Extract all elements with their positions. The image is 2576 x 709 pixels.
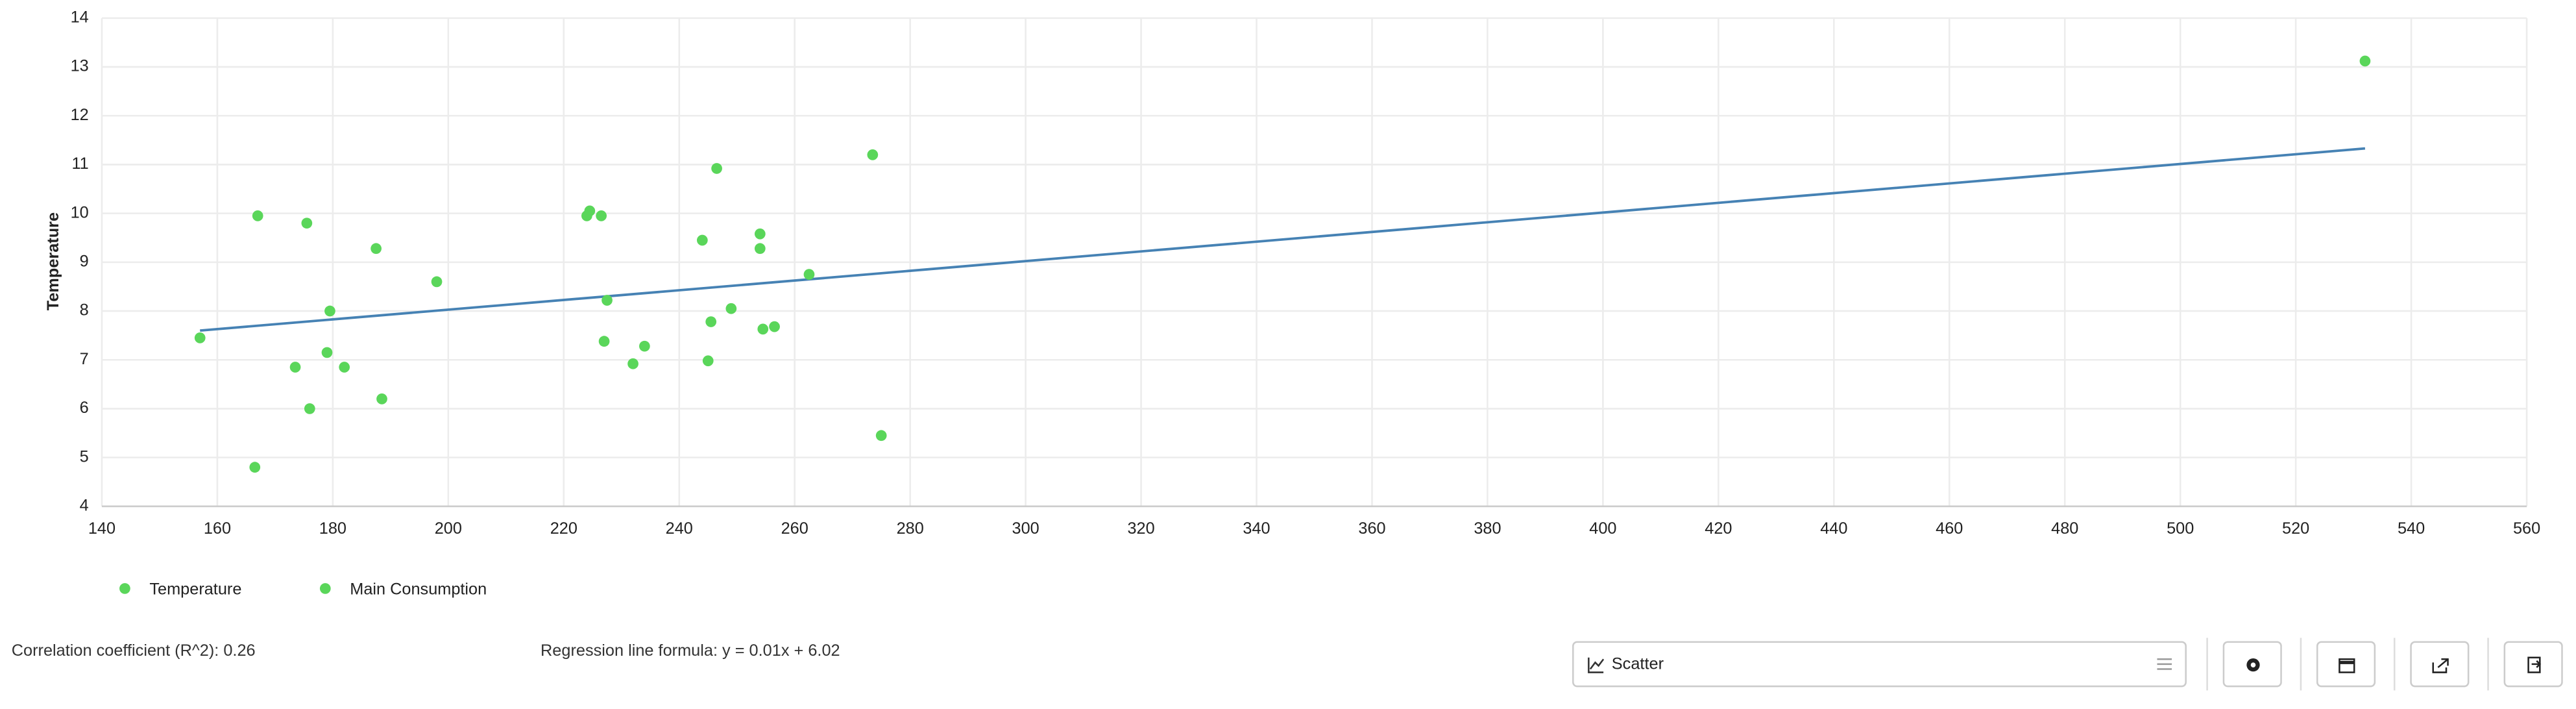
point [754,243,766,255]
point [194,332,206,343]
point [304,403,315,414]
legend-marker [319,583,331,594]
point [702,355,714,367]
point [639,340,650,352]
menu-icon [2157,658,2172,670]
x-tick-label: 400 [1589,519,1616,538]
x-tick-label: 260 [781,519,808,538]
x-tick-label: 500 [2167,519,2194,538]
x-tick-label: 220 [550,519,577,538]
point [249,462,261,473]
y-tick-label: 5 [80,447,89,466]
point [431,276,443,288]
point [711,163,722,174]
calendar-button[interactable] [2316,641,2376,688]
select-text: Scatter [1611,654,1664,673]
point [705,316,717,327]
chart-icon [1588,656,1605,673]
point [696,234,708,246]
point [867,149,879,160]
y-tick-label: 11 [71,155,88,173]
y-tick-label: 6 [80,399,89,417]
settings-button[interactable] [2222,641,2282,688]
point [757,323,769,335]
point [598,336,610,347]
legend-label: Temperature [149,580,241,599]
regression-line [200,147,2366,332]
point [321,347,333,358]
x-tick-label: 520 [2282,519,2309,538]
x-tick-label: 200 [435,519,462,538]
point [371,243,382,255]
point [754,228,766,240]
export-icon [2527,656,2540,673]
x-tick-label: 320 [1127,519,1154,538]
point [324,305,335,317]
point [769,321,780,332]
point [584,205,596,217]
y-tick-label: 9 [80,253,89,271]
x-tick-label: 420 [1705,519,1732,538]
separator [2393,638,2396,691]
separator [2206,638,2208,691]
y-tick-label: 12 [71,106,89,124]
y-tick-label: 4 [80,497,89,515]
point [252,210,263,221]
correlation-text: Correlation coefficient (R^2): 0.26 [11,642,256,661]
gear-icon [2246,657,2259,671]
y-tick-label: 13 [71,57,89,75]
x-tick-label: 240 [666,519,693,538]
x-tick-label: 440 [1820,519,1847,538]
legend-label: Main Consumption [350,580,487,599]
chart-type-select[interactable]: Scatter [1572,641,2187,688]
point [725,303,737,314]
point [803,269,815,280]
x-tick-label: 480 [2051,519,2078,538]
x-tick-label: 560 [2513,519,2540,538]
point [339,362,350,373]
y-tick-label: 8 [80,301,89,319]
chart: Temperature 4 5 6 7 8 9 10 11 12 13 14 140 160 180 200… [44,8,2540,599]
y-tick-label: 7 [80,350,89,368]
x-tick-label: 300 [1012,519,1039,538]
point [289,362,301,373]
x-tick-label: 380 [1474,519,1501,538]
point [2359,55,2371,67]
point [596,210,607,221]
separator [2487,638,2489,691]
x-tick-label: 280 [897,519,924,538]
legend-marker [119,583,130,594]
x-tick-label: 180 [319,519,346,538]
point [875,430,887,442]
share-icon [2431,657,2448,673]
point [627,358,638,369]
point [301,218,313,229]
separator [2300,638,2302,691]
x-tick-label: 140 [88,519,115,538]
x-tick-label: 360 [1358,519,1385,538]
y-tick-label: 14 [71,8,89,27]
calendar-icon [2337,657,2355,673]
x-tick-label: 540 [2398,519,2425,538]
x-tick-label: 460 [1936,519,1963,538]
point [601,295,613,306]
export-button[interactable] [2503,641,2563,688]
formula-text: Regression line formula: y = 0.01x + 6.0… [540,642,840,661]
y-tick-label: 10 [71,203,89,221]
y-axis-label: Temperature [44,212,62,310]
point [376,393,387,404]
x-tick-label: 340 [1243,519,1270,538]
x-tick-label: 160 [204,519,231,538]
share-button[interactable] [2410,641,2470,688]
